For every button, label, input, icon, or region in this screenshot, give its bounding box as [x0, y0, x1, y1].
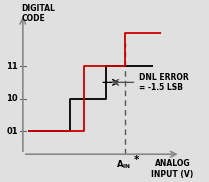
- Text: DNL ERROR
= -1.5 LSB: DNL ERROR = -1.5 LSB: [139, 73, 189, 92]
- Text: 01: 01: [6, 127, 18, 136]
- Text: 11: 11: [6, 62, 18, 70]
- Text: 10: 10: [6, 94, 18, 103]
- Text: DIGITAL
CODE: DIGITAL CODE: [22, 4, 55, 23]
- Text: *: *: [134, 155, 140, 165]
- Text: $\mathbf{A_{IN}}$: $\mathbf{A_{IN}}$: [116, 158, 131, 171]
- Text: ANALOG
INPUT (V): ANALOG INPUT (V): [151, 159, 194, 179]
